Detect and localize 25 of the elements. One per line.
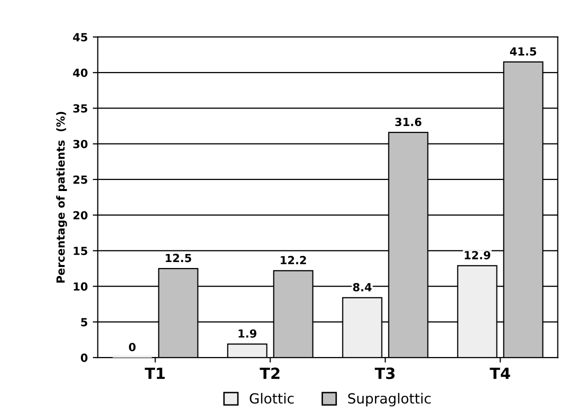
data-label: 8.4 (353, 283, 372, 292)
y-tick-label: 25 (73, 175, 88, 184)
x-tick-label: T3 (374, 368, 395, 380)
y-tick-label: 0 (80, 354, 88, 362)
data-label: 1.9 (238, 329, 256, 338)
y-tick-label: 15 (74, 246, 88, 256)
data-label: 41.5 (510, 47, 536, 56)
data-label: 12.5 (166, 254, 192, 262)
x-tick-label: T4 (490, 368, 510, 379)
data-label: 12.2 (280, 256, 306, 264)
data-label: 0 (128, 342, 136, 352)
y-tick-label: 40 (73, 68, 88, 77)
data-label: 31.6 (395, 118, 422, 126)
x-tick-label: T1 (144, 368, 165, 379)
y-tick-label: 35 (73, 104, 88, 113)
y-axis-title: Percentage of patients (%) (56, 112, 68, 283)
y-tick-label: 5 (81, 318, 88, 326)
legend-label: Supraglottic (348, 392, 431, 406)
y-tick-label: 20 (73, 211, 88, 220)
data-label: 12.9 (464, 250, 490, 260)
x-tick-label: T2 (260, 368, 280, 379)
y-tick-label: 10 (74, 282, 88, 291)
y-tick-label: 30 (73, 140, 88, 148)
legend-label: Glottic (250, 392, 294, 404)
y-tick-label: 45 (73, 33, 88, 42)
